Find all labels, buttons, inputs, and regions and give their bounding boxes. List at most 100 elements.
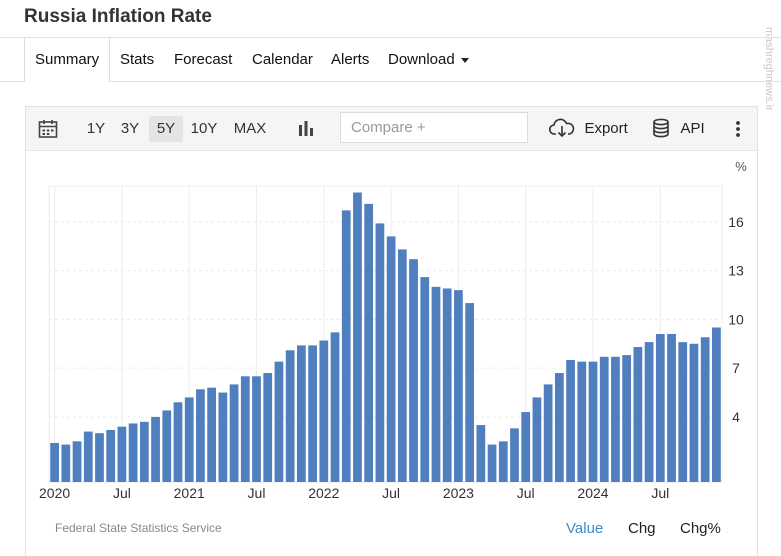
bar-2023-10[interactable] (554, 373, 564, 482)
bar-2021-07[interactable] (252, 376, 261, 482)
api-button[interactable]: API (652, 118, 705, 140)
bar-2022-04[interactable] (353, 192, 362, 482)
range-1y-button[interactable]: 1Y (86, 120, 106, 137)
y-tick-label: 10 (728, 311, 744, 327)
range-3y-button[interactable]: 3Y (120, 120, 140, 137)
tab-forecast[interactable]: Forecast (174, 38, 232, 81)
x-tick-label: 2022 (308, 485, 339, 501)
bar-2022-06[interactable] (375, 223, 385, 482)
tab-download-label: Download (388, 51, 455, 68)
bar-2021-02[interactable] (196, 389, 205, 482)
caret-down-icon (460, 57, 469, 63)
bar-2024-11[interactable] (700, 337, 710, 482)
bar-2023-03[interactable] (476, 425, 486, 482)
chart-panel: 1Y 3Y 5Y 10Y MAX Export API (25, 106, 758, 556)
mode-chgpct-button[interactable]: Chg% (680, 520, 721, 537)
bar-2023-05[interactable] (498, 441, 508, 482)
tab-alerts[interactable]: Alerts (331, 38, 369, 81)
bar-2020-07[interactable] (117, 426, 127, 482)
bar-2021-11[interactable] (297, 345, 306, 482)
mode-chg-button[interactable]: Chg (628, 520, 656, 537)
bar-2022-07[interactable] (386, 236, 396, 482)
tab-stats[interactable]: Stats (120, 38, 154, 81)
bar-2024-07[interactable] (655, 334, 665, 482)
tab-stats-label: Stats (120, 51, 155, 68)
bar-2022-08[interactable] (397, 249, 407, 482)
chart-grid (48, 185, 723, 483)
bar-2021-10[interactable] (285, 350, 295, 482)
bar-2022-09[interactable] (409, 259, 418, 482)
x-tick-label: 2021 (174, 485, 205, 501)
bar-2020-08[interactable] (128, 423, 138, 482)
x-tick-label: Jul (651, 485, 669, 501)
y-tick-label: 13 (728, 263, 744, 279)
bar-2021-01[interactable] (184, 397, 194, 482)
bar-2022-03[interactable] (341, 210, 351, 482)
bar-2023-12[interactable] (577, 361, 587, 482)
bar-2024-10[interactable] (689, 343, 699, 482)
bar-2024-01[interactable] (588, 361, 598, 482)
tab-bar: Summary Stats Forecast Calendar Alerts D… (0, 37, 781, 82)
range-5y-button[interactable]: 5Y (149, 116, 183, 142)
calendar-icon[interactable] (38, 119, 58, 139)
bar-2024-06[interactable] (644, 342, 654, 482)
bar-2022-01[interactable] (319, 340, 329, 482)
bar-2024-08[interactable] (667, 334, 676, 482)
bar-2020-06[interactable] (106, 429, 116, 482)
bar-2020-02[interactable] (61, 444, 71, 482)
data-source: Federal State Statistics Service (55, 521, 222, 535)
database-icon (653, 118, 669, 138)
chart-bars (50, 192, 721, 482)
bar-2023-09[interactable] (543, 384, 553, 482)
bar-2023-08[interactable] (532, 397, 542, 482)
bar-2024-02[interactable] (599, 356, 609, 482)
bar-2020-01[interactable] (50, 442, 59, 482)
bar-2024-04[interactable] (622, 355, 632, 482)
bar-2020-09[interactable] (139, 421, 149, 482)
tab-download[interactable]: Download (388, 38, 469, 81)
bar-2021-05[interactable] (229, 384, 239, 482)
bar-2023-04[interactable] (487, 444, 497, 482)
compare-input[interactable] (340, 112, 528, 143)
bar-2023-11[interactable] (566, 360, 575, 482)
range-max-button[interactable]: MAX (233, 120, 267, 137)
bar-2022-05[interactable] (364, 203, 374, 482)
bar-2020-04[interactable] (83, 431, 93, 482)
api-label: API (680, 119, 705, 137)
bar-2024-09[interactable] (678, 342, 688, 482)
y-axis-unit: % (735, 159, 747, 174)
bar-2020-12[interactable] (173, 402, 183, 482)
bar-2022-11[interactable] (431, 286, 441, 482)
bar-2023-01[interactable] (454, 290, 463, 482)
bar-2021-09[interactable] (274, 361, 284, 482)
range-10y-button[interactable]: 10Y (190, 120, 218, 137)
bar-2022-02[interactable] (330, 332, 340, 482)
bar-2020-05[interactable] (95, 433, 104, 482)
bar-2020-11[interactable] (162, 410, 172, 482)
bar-2024-05[interactable] (633, 347, 643, 482)
bar-2022-10[interactable] (420, 277, 430, 482)
tab-summary[interactable]: Summary (24, 38, 111, 82)
more-vertical-icon[interactable] (734, 119, 742, 139)
mode-value-button[interactable]: Value (566, 520, 604, 537)
bar-2020-03[interactable] (72, 441, 82, 482)
bar-2021-03[interactable] (207, 387, 217, 482)
bar-2023-06[interactable] (510, 428, 519, 482)
bar-chart-icon[interactable] (297, 120, 315, 138)
bar-2022-12[interactable] (442, 288, 452, 482)
y-tick-label: 4 (732, 409, 740, 425)
export-button[interactable]: Export (548, 118, 628, 140)
bar-2023-02[interactable] (465, 303, 474, 482)
bar-2020-10[interactable] (151, 416, 160, 482)
y-axis-ticks: 4 7 10 13 16 (728, 214, 744, 425)
bar-2021-12[interactable] (308, 345, 317, 482)
bar-2024-03[interactable] (611, 356, 620, 482)
bar-2021-08[interactable] (263, 373, 273, 482)
watermark: mashreghnews.ir (763, 27, 775, 111)
bar-2021-06[interactable] (240, 376, 250, 482)
tab-calendar[interactable]: Calendar (252, 38, 313, 81)
tab-calendar-label: Calendar (252, 51, 313, 68)
bar-2021-04[interactable] (218, 392, 228, 482)
bar-2024-12[interactable] (712, 327, 721, 482)
bar-2023-07[interactable] (521, 412, 531, 482)
